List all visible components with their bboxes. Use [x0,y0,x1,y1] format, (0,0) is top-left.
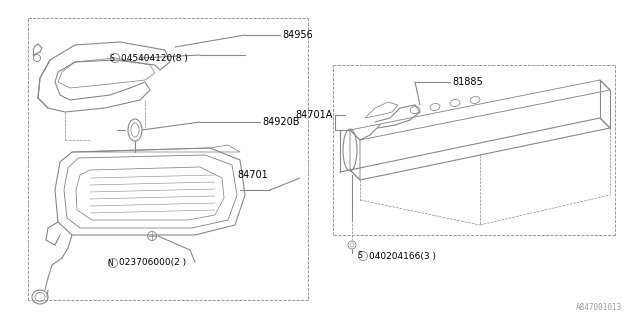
Text: S: S [358,252,362,260]
Text: N: N [107,259,113,268]
Text: 040204166(3 ): 040204166(3 ) [369,252,436,260]
Text: S: S [109,53,115,62]
Text: 84920B: 84920B [262,117,300,127]
Text: 023706000(2 ): 023706000(2 ) [119,259,186,268]
Text: 84956: 84956 [282,30,313,40]
Text: 045404120(8 ): 045404120(8 ) [121,53,188,62]
Text: 84701A: 84701A [296,110,333,120]
Text: A847001013: A847001013 [576,303,622,312]
Text: 81885: 81885 [452,77,483,87]
Text: 84701: 84701 [237,170,268,180]
